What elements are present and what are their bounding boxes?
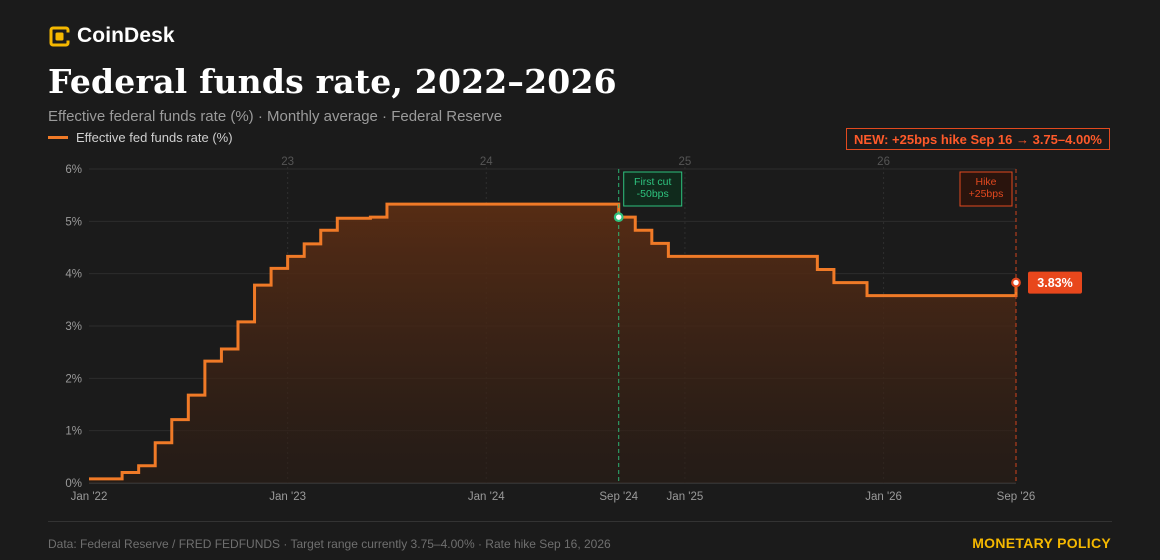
- annotation-layer: First cut-50bps Hike+25bps 3.83%: [613, 169, 1082, 483]
- y-tick-label: 3%: [65, 321, 82, 333]
- x-tick-label: Sep '26: [997, 491, 1036, 503]
- section-tag: MONETARY POLICY: [972, 535, 1111, 551]
- year-label: 26: [877, 156, 890, 168]
- coindesk-logo-icon: [49, 26, 70, 46]
- first-cut-point: [613, 212, 624, 223]
- y-tick-label: 5%: [65, 216, 82, 228]
- year-label: 25: [679, 156, 692, 168]
- last-value-label: 3.83%: [1037, 276, 1072, 290]
- chart-title: Federal funds rate, 2022–2026: [48, 62, 617, 101]
- series-line: [89, 202, 1018, 481]
- x-tick-label: Jan '25: [667, 491, 704, 503]
- news-callout: NEW: +25bps hike Sep 16 → 3.75–4.00%: [846, 128, 1110, 150]
- hike-label: +25bps: [969, 188, 1004, 200]
- year-label: 24: [480, 156, 493, 168]
- brand-name: CoinDesk: [77, 24, 175, 47]
- y-tick-label: 0%: [65, 478, 82, 490]
- first-cut-label-box: [623, 171, 683, 207]
- hike-point: [1011, 277, 1021, 288]
- x-tick-label: Jan '24: [468, 491, 505, 503]
- y-tick-label: 6%: [65, 164, 82, 176]
- source-note: Data: Federal Reserve / FRED FEDFUNDS · …: [48, 537, 611, 551]
- last-value-badge: [1028, 271, 1082, 294]
- x-tick-label: Jan '26: [865, 491, 902, 503]
- axis-labels: 0% 1% 2% 3% 4% 5% 6% 23 24 25 26 Jan '22 Jan '23 Jan …: [65, 156, 1035, 503]
- x-tick-label: Jan '22: [71, 491, 108, 503]
- year-label: 23: [281, 156, 294, 168]
- series-area: [89, 204, 1016, 483]
- first-cut-label: First cut: [634, 176, 671, 188]
- series-layer: [89, 202, 1018, 481]
- legend-swatch: [48, 136, 68, 139]
- y-tick-label: 2%: [65, 373, 82, 385]
- rate-chart: First cut-50bps Hike+25bps 3.83% 0% 1% 2% 3% 4…: [65, 156, 1082, 503]
- legend-label: Effective fed funds rate (%): [76, 130, 233, 145]
- footer-divider: [48, 521, 1112, 522]
- hike-label-box: [959, 171, 1013, 207]
- x-tick-label: Sep '24: [599, 491, 638, 503]
- area-layer: [89, 204, 1016, 483]
- chart-subtitle: Effective federal funds rate (%) · Month…: [48, 108, 503, 125]
- y-tick-label: 4%: [65, 269, 82, 281]
- y-tick-label: 1%: [65, 426, 82, 438]
- x-tick-label: Jan '23: [269, 491, 306, 503]
- first-cut-label: -50bps: [637, 188, 669, 200]
- hike-label: Hike: [975, 176, 996, 188]
- chart-legend: Effective fed funds rate (%): [48, 130, 233, 145]
- brand-logo: CoinDesk: [48, 24, 175, 48]
